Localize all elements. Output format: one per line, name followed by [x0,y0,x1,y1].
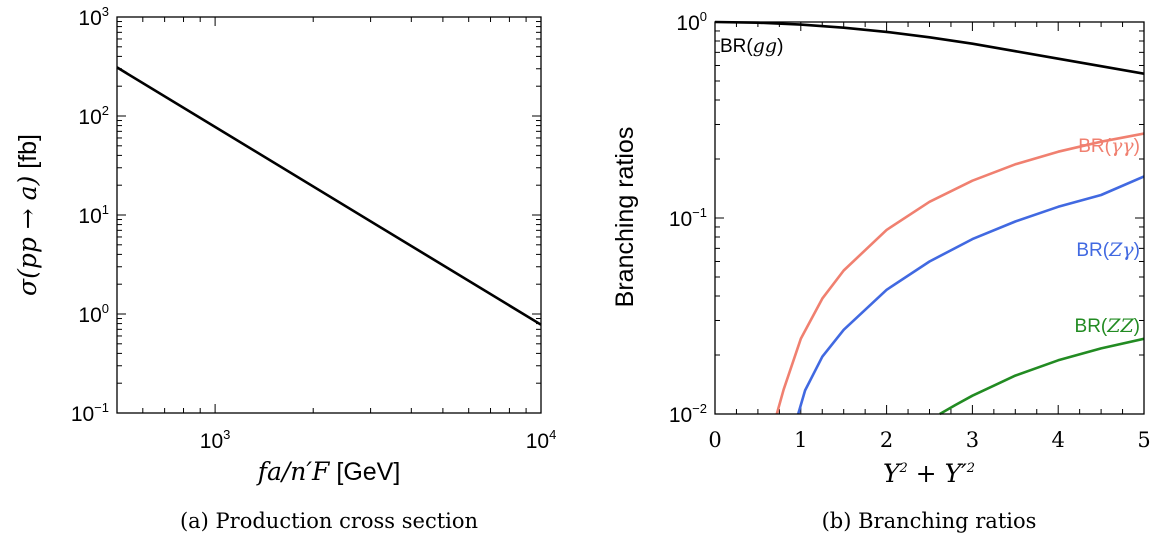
panel-b-x-axis-label: Y2 + Y′2 [883,459,975,488]
series-line-gg [714,20,1145,75]
panel-b-y-tick-label: 100 [676,9,707,35]
panel-a-y-tick-label: 102 [78,103,109,129]
panel-a-y-axis-label: σ(pp → a) [fb] [13,134,42,296]
panel-b-x-tick-label: 0 [708,428,721,452]
panel-b-x-tick-label: 5 [1137,428,1150,452]
panel-a-y-tick-label: 101 [78,202,109,228]
panel-b-y-tick-label: 10−2 [669,401,707,427]
panel-b-x-tick-label: 4 [1052,428,1065,452]
panel-b-caption: (b) Branching ratios [822,509,1037,533]
panel-b-x-tick-label: 1 [794,428,807,452]
panel-b-frame [714,21,1145,415]
panel-b-y-tick-label: 10−1 [669,205,707,231]
panel-a-caption: (a) Production cross section [180,509,478,533]
panel-b-branching-ratios: 0 1 2 3 4 5 10−2 10−1 100 BR(gg) BR(γγ) BR(Zγ) BR(Z… [611,9,1151,533]
panel-a-y-tick-label: 100 [78,301,109,327]
panel-a-x-axis-label: fa/n′F [GeV] [256,457,401,486]
panel-b-x-tick-label: 3 [966,428,979,452]
series-label-z-gamma: BR(Zγ) [1076,239,1140,261]
series-label-gamma-gamma: BR(γγ) [1078,135,1140,157]
panel-a-x-tick-label: 103 [200,427,231,453]
panel-a-cross-section: 103 104 10−1 100 101 102 103 σ(pp → a) [fb] fa… [13,4,556,533]
panel-b-y-axis-label: Branching ratios [611,127,639,308]
panel-a-y-tick-label: 103 [78,4,109,30]
series-line-zz [939,337,1145,416]
series-label-zz: BR(ZZ) [1075,315,1140,337]
panel-a-y-tick-label: 10−1 [71,400,109,426]
panel-a-x-tick-label: 104 [526,427,557,453]
series-line-gamma-gamma [775,132,1145,415]
panel-b-x-tick-label: 2 [880,428,893,452]
series-label-gg: BR(gg) [720,35,783,57]
series-line-z-gamma [796,175,1145,415]
panel-a-frame [116,16,542,414]
panel-a-cross-section-line [116,66,542,326]
